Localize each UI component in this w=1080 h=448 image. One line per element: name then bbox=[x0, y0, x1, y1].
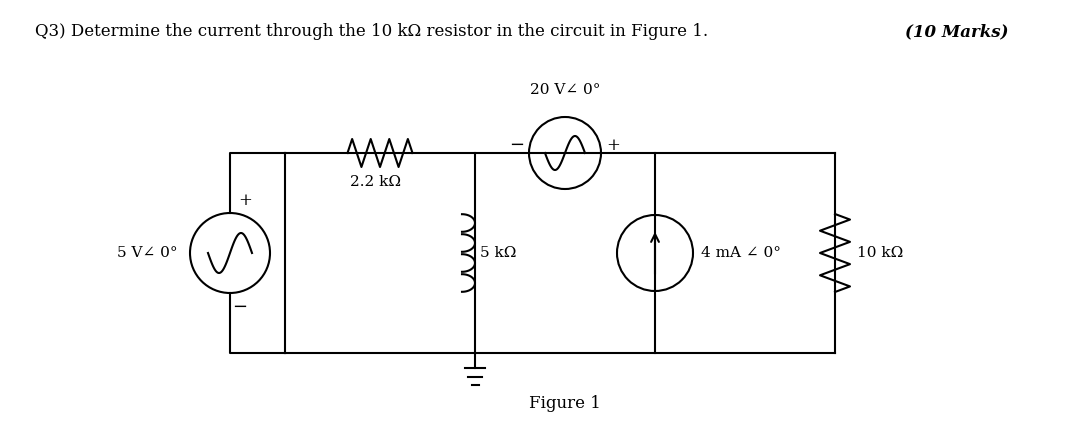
Text: +: + bbox=[238, 192, 252, 209]
Text: −: − bbox=[232, 298, 247, 316]
Text: Figure 1: Figure 1 bbox=[529, 395, 600, 412]
Text: 5 V∠ 0°: 5 V∠ 0° bbox=[118, 246, 178, 260]
Text: (10 Marks): (10 Marks) bbox=[905, 23, 1009, 40]
Text: 20 V∠ 0°: 20 V∠ 0° bbox=[530, 83, 600, 97]
Text: 4 mA ∠ 0°: 4 mA ∠ 0° bbox=[701, 246, 781, 260]
Text: 2.2 kΩ: 2.2 kΩ bbox=[350, 175, 401, 189]
Text: 10 kΩ: 10 kΩ bbox=[858, 246, 903, 260]
Text: Q3) Determine the current through the 10 kΩ resistor in the circuit in Figure 1.: Q3) Determine the current through the 10… bbox=[35, 23, 724, 40]
Text: −: − bbox=[509, 136, 524, 154]
Text: +: + bbox=[606, 137, 620, 154]
Text: 5 kΩ: 5 kΩ bbox=[480, 246, 516, 260]
